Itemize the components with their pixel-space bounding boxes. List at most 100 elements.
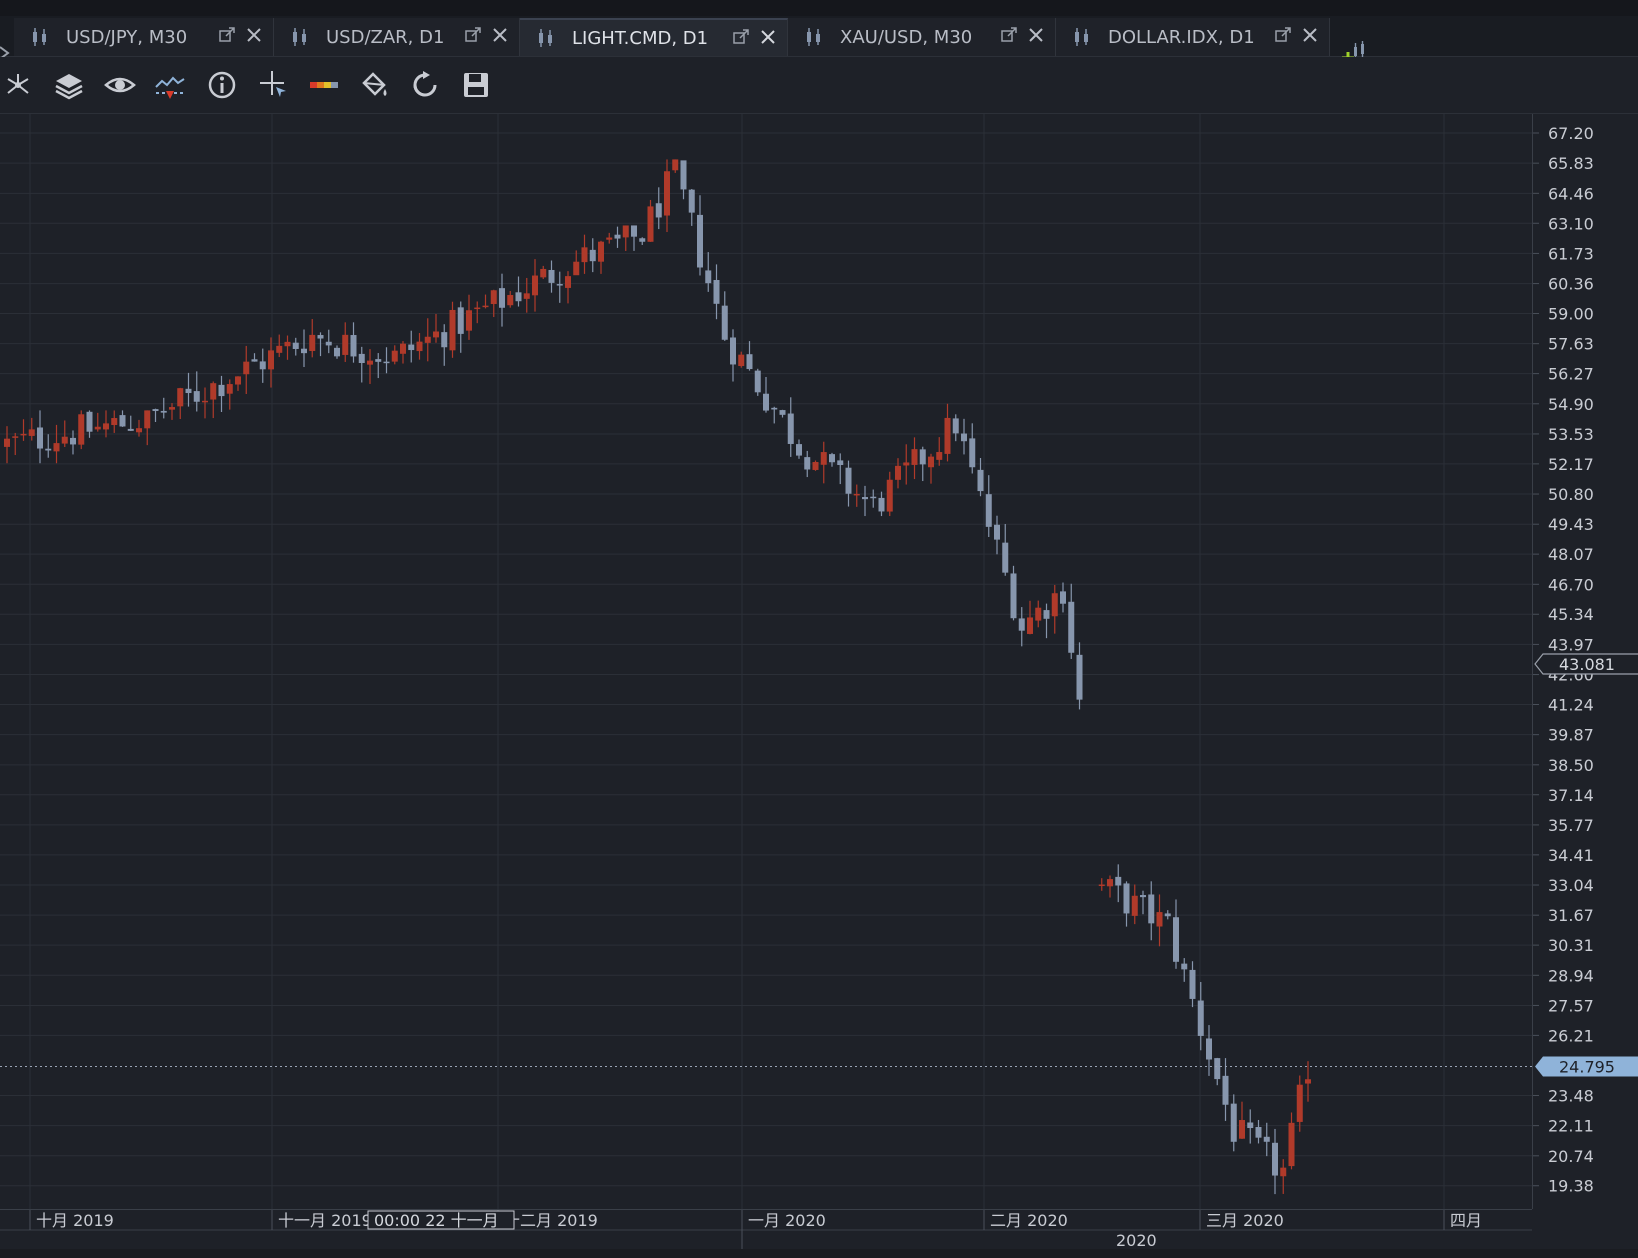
candle[interactable]: [903, 444, 910, 485]
info-icon[interactable]: [206, 69, 238, 101]
candle[interactable]: [78, 410, 85, 450]
candle[interactable]: [70, 430, 76, 455]
close-icon[interactable]: [491, 26, 509, 44]
candle[interactable]: [837, 453, 844, 485]
candle[interactable]: [705, 252, 712, 292]
candle[interactable]: [301, 329, 307, 368]
candle[interactable]: [400, 341, 406, 364]
candle[interactable]: [284, 335, 291, 360]
candle[interactable]: [449, 301, 456, 358]
candle[interactable]: [103, 410, 109, 438]
candle[interactable]: [424, 318, 431, 362]
candle[interactable]: [358, 346, 365, 383]
candle[interactable]: [812, 460, 819, 471]
close-icon[interactable]: [759, 28, 777, 46]
candle[interactable]: [985, 475, 992, 538]
candle[interactable]: [226, 379, 233, 410]
candle[interactable]: [977, 457, 984, 497]
candle[interactable]: [1197, 981, 1204, 1051]
candle[interactable]: [292, 337, 299, 356]
candle[interactable]: [342, 322, 349, 362]
candle[interactable]: [639, 237, 646, 245]
candle[interactable]: [878, 491, 885, 517]
candle[interactable]: [1214, 1057, 1221, 1086]
popout-icon[interactable]: [1001, 27, 1017, 43]
popout-icon[interactable]: [1275, 27, 1291, 43]
candle[interactable]: [1027, 600, 1033, 635]
candle[interactable]: [45, 434, 52, 458]
candle[interactable]: [820, 441, 827, 484]
candle[interactable]: [127, 415, 134, 431]
crosshair-icon[interactable]: [258, 69, 290, 101]
candle[interactable]: [688, 189, 695, 226]
candle[interactable]: [499, 273, 505, 327]
candle[interactable]: [1035, 600, 1042, 628]
candle[interactable]: [853, 484, 860, 507]
candle[interactable]: [713, 264, 720, 320]
indicators-icon[interactable]: [154, 69, 186, 101]
tab-light-cmd[interactable]: LIGHT.CMD, D1: [520, 18, 788, 56]
candle[interactable]: [433, 313, 439, 343]
candle[interactable]: [4, 426, 10, 464]
candle[interactable]: [1156, 894, 1163, 947]
candle[interactable]: [664, 159, 670, 233]
candle[interactable]: [556, 271, 563, 303]
candle[interactable]: [268, 337, 274, 388]
candle[interactable]: [119, 410, 126, 427]
candle[interactable]: [1140, 890, 1146, 915]
candle[interactable]: [598, 240, 604, 274]
candle[interactable]: [754, 368, 761, 396]
candle[interactable]: [829, 452, 835, 467]
candle[interactable]: [1076, 642, 1083, 710]
popout-icon[interactable]: [733, 29, 749, 45]
candle[interactable]: [86, 410, 93, 438]
candle[interactable]: [507, 291, 514, 308]
candle[interactable]: [565, 271, 571, 304]
candle[interactable]: [1272, 1128, 1278, 1195]
candle[interactable]: [325, 329, 332, 354]
candle[interactable]: [185, 372, 192, 407]
close-icon[interactable]: [1027, 26, 1045, 44]
candle[interactable]: [1010, 565, 1017, 621]
candle[interactable]: [251, 353, 258, 362]
candle[interactable]: [94, 412, 101, 432]
candle[interactable]: [144, 410, 151, 446]
candle[interactable]: [730, 329, 736, 382]
candle[interactable]: [466, 294, 472, 340]
candle[interactable]: [111, 410, 118, 433]
candle[interactable]: [1263, 1122, 1270, 1157]
candle[interactable]: [28, 417, 35, 441]
candle[interactable]: [391, 345, 398, 365]
time-axis[interactable]: 十月 2019 十一月 2019 十二月 2019 一月 2020 二月 2020 三月 …: [0, 1209, 1532, 1250]
refresh-icon[interactable]: [409, 69, 441, 101]
candle[interactable]: [680, 160, 687, 200]
candle[interactable]: [1206, 1025, 1212, 1076]
candle[interactable]: [532, 259, 538, 312]
candle[interactable]: [771, 406, 778, 424]
candle[interactable]: [763, 377, 769, 413]
candle[interactable]: [994, 515, 1000, 555]
candle[interactable]: [193, 371, 200, 412]
candle[interactable]: [895, 458, 901, 489]
save-icon[interactable]: [460, 69, 492, 101]
candle[interactable]: [804, 450, 811, 478]
popout-icon[interactable]: [219, 27, 235, 43]
candle[interactable]: [408, 330, 415, 363]
candle[interactable]: [235, 376, 241, 391]
candle[interactable]: [259, 348, 266, 383]
candle[interactable]: [309, 319, 316, 358]
candle[interactable]: [936, 437, 943, 466]
candle[interactable]: [317, 332, 324, 357]
candle[interactable]: [721, 291, 728, 341]
candle[interactable]: [152, 408, 159, 422]
candle[interactable]: [540, 265, 547, 280]
candle[interactable]: [218, 375, 225, 413]
candle[interactable]: [886, 471, 893, 517]
candle[interactable]: [697, 195, 703, 276]
candle[interactable]: [523, 277, 530, 313]
close-icon[interactable]: [1301, 26, 1319, 44]
candle[interactable]: [202, 387, 208, 419]
candle[interactable]: [606, 232, 613, 244]
candle[interactable]: [1098, 878, 1105, 891]
candle[interactable]: [53, 424, 60, 464]
